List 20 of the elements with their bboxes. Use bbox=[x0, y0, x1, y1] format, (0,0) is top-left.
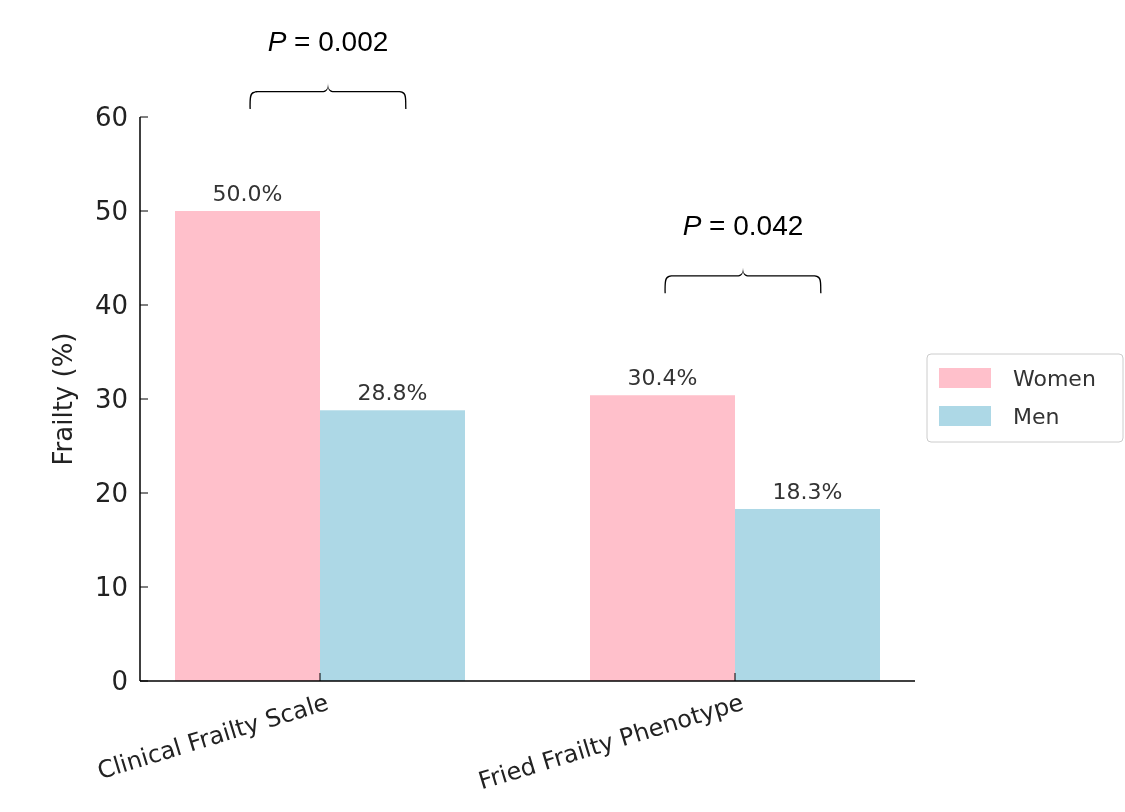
annotation: P = 0.042 bbox=[682, 210, 804, 242]
bar bbox=[590, 395, 735, 681]
data-label: 28.8% bbox=[357, 380, 428, 406]
text: P = 0.002 bbox=[267, 26, 389, 57]
legend-label: Women bbox=[1013, 365, 1096, 391]
y-tick-label: 20 bbox=[94, 478, 128, 509]
bar bbox=[320, 410, 465, 681]
data-label: 50.0% bbox=[212, 181, 283, 206]
y-tick-label: 60 bbox=[94, 102, 128, 133]
y-tick-label: 40 bbox=[94, 290, 128, 321]
data-label: 18.3% bbox=[772, 478, 843, 504]
y-tick-label: 30 bbox=[94, 384, 128, 415]
bar bbox=[175, 211, 320, 681]
data-label: 30.4% bbox=[627, 365, 698, 391]
bar bbox=[735, 508, 880, 681]
y-tick-label: 10 bbox=[94, 572, 128, 603]
y-tick-label: 50 bbox=[94, 196, 128, 227]
y-axis-title: Frailty (%) bbox=[48, 332, 78, 466]
y-tick-label: 0 bbox=[111, 666, 128, 697]
legend-label: Men bbox=[1013, 403, 1060, 429]
